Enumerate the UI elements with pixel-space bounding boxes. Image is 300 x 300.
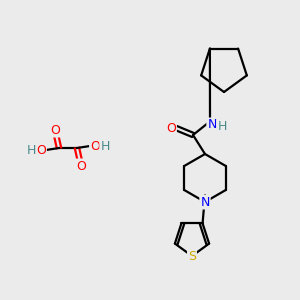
Text: O: O [90, 140, 100, 152]
Text: H: H [26, 143, 36, 157]
Text: O: O [36, 143, 46, 157]
Text: N: N [200, 196, 210, 208]
Text: O: O [50, 124, 60, 136]
Text: O: O [166, 122, 176, 134]
Text: O: O [76, 160, 86, 172]
Text: H: H [217, 121, 227, 134]
Text: S: S [188, 250, 196, 262]
Text: N: N [207, 118, 217, 131]
Text: H: H [100, 140, 110, 152]
